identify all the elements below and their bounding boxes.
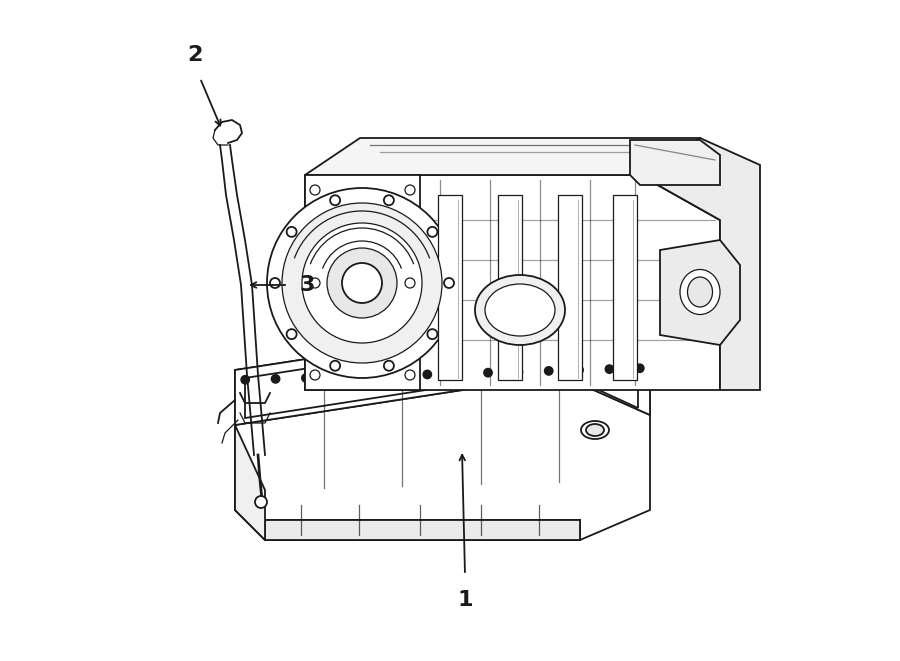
Polygon shape — [245, 330, 638, 418]
Circle shape — [428, 227, 437, 237]
Polygon shape — [558, 195, 582, 380]
Ellipse shape — [485, 284, 555, 336]
Polygon shape — [498, 195, 522, 380]
Circle shape — [282, 203, 442, 363]
Circle shape — [384, 195, 394, 206]
Polygon shape — [265, 520, 580, 540]
Circle shape — [327, 248, 397, 318]
Polygon shape — [305, 175, 420, 390]
Polygon shape — [640, 138, 760, 390]
Ellipse shape — [586, 424, 604, 436]
Circle shape — [393, 371, 401, 379]
Polygon shape — [235, 320, 650, 425]
Ellipse shape — [475, 275, 565, 345]
Polygon shape — [660, 240, 740, 345]
Circle shape — [454, 369, 462, 377]
Circle shape — [330, 195, 340, 206]
Circle shape — [405, 370, 415, 380]
Circle shape — [363, 372, 371, 380]
Polygon shape — [438, 195, 462, 380]
Circle shape — [423, 370, 431, 379]
Circle shape — [544, 367, 553, 375]
Circle shape — [267, 188, 457, 378]
Polygon shape — [613, 195, 637, 380]
Text: 3: 3 — [300, 275, 315, 295]
Circle shape — [330, 361, 340, 371]
Polygon shape — [235, 320, 650, 425]
Circle shape — [270, 278, 280, 288]
Circle shape — [302, 374, 310, 382]
Circle shape — [575, 366, 583, 374]
Circle shape — [342, 263, 382, 303]
Text: 2: 2 — [187, 45, 202, 65]
Circle shape — [286, 227, 297, 237]
Circle shape — [405, 185, 415, 195]
Ellipse shape — [688, 277, 713, 307]
Circle shape — [255, 496, 267, 508]
Polygon shape — [630, 140, 720, 185]
Circle shape — [272, 375, 280, 383]
Polygon shape — [305, 175, 720, 390]
Circle shape — [428, 329, 437, 339]
Circle shape — [241, 375, 249, 384]
Circle shape — [332, 373, 340, 381]
Polygon shape — [305, 138, 720, 220]
Polygon shape — [235, 425, 265, 540]
Circle shape — [310, 185, 320, 195]
Circle shape — [384, 361, 394, 371]
Circle shape — [286, 329, 297, 339]
Circle shape — [484, 369, 492, 377]
Circle shape — [405, 278, 415, 288]
Circle shape — [515, 368, 522, 376]
Circle shape — [635, 364, 644, 372]
Circle shape — [310, 370, 320, 380]
Circle shape — [310, 278, 320, 288]
Polygon shape — [235, 510, 580, 540]
Circle shape — [606, 365, 614, 373]
Text: 1: 1 — [457, 590, 472, 610]
Circle shape — [444, 278, 454, 288]
Polygon shape — [235, 375, 650, 540]
Circle shape — [302, 223, 422, 343]
Ellipse shape — [680, 270, 720, 315]
Ellipse shape — [581, 421, 609, 439]
